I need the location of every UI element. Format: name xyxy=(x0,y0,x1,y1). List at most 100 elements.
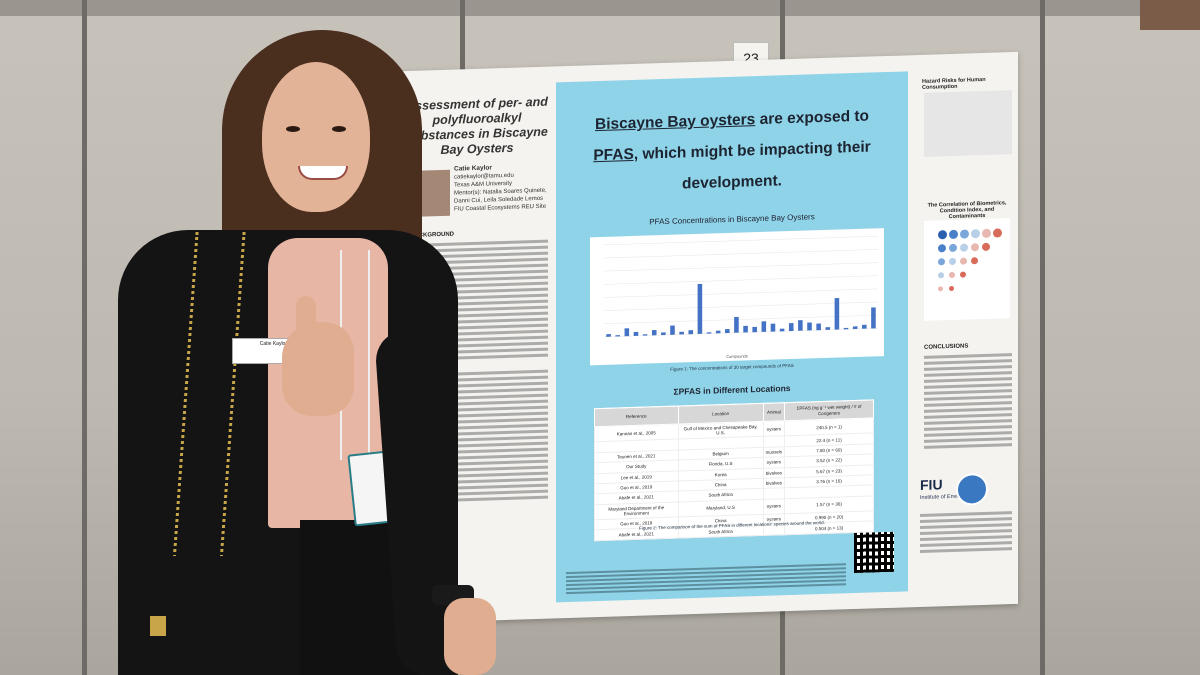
chart-bar xyxy=(679,331,684,335)
correlation-dot xyxy=(982,228,991,239)
qr-code[interactable] xyxy=(854,531,894,574)
author-site: FIU Coastal Ecosystems REU Site xyxy=(454,203,547,213)
chart-bar xyxy=(798,320,803,331)
chart-bar xyxy=(843,327,849,330)
chart-bar xyxy=(697,283,703,334)
chart-bar xyxy=(670,325,675,335)
table-header-cell: Animal xyxy=(763,402,785,422)
chart-bar xyxy=(734,316,739,333)
chart-bar xyxy=(807,322,812,331)
correlation-dot xyxy=(938,286,943,292)
headline-link-pfas: PFAS, xyxy=(593,145,639,165)
name-tag: Catie Kaylor xyxy=(232,338,290,364)
chart-bar xyxy=(834,297,840,330)
chart-bar xyxy=(706,332,712,334)
chart-gridline xyxy=(604,275,878,285)
correlation-dot xyxy=(938,244,946,253)
correlation-dot xyxy=(949,285,954,292)
chart-bar xyxy=(770,323,776,332)
correlation-dot xyxy=(949,271,955,279)
poster-headline: Biscayne Bay oysters are exposed to PFAS… xyxy=(566,100,898,203)
conclusions-heading: CONCLUSIONS xyxy=(924,343,969,351)
chart-bar xyxy=(606,334,611,337)
chart-gridline xyxy=(604,288,878,298)
acknowledgment-text xyxy=(920,508,1012,556)
headline-text: which might be impacting their xyxy=(638,138,871,163)
table-cell: oysters xyxy=(763,456,785,468)
chart-gridline xyxy=(604,262,878,272)
bag-clasp xyxy=(150,616,166,636)
correlation-plot xyxy=(924,218,1010,321)
author-block: Catie Kaylor catiekaylor@tamu.edu Texas … xyxy=(454,162,554,213)
poster-right-column: Hazard Risks for Human Consumption The C… xyxy=(914,52,1018,607)
correlation-dot xyxy=(982,242,990,252)
correlation-dot xyxy=(938,272,944,279)
person-hand xyxy=(444,598,496,675)
poster-center-panel: Biscayne Bay oysters are exposed to PFAS… xyxy=(556,71,908,603)
references-text xyxy=(566,561,846,596)
chart-gridline xyxy=(604,301,878,311)
correlation-dot xyxy=(960,229,969,239)
chart-bar xyxy=(615,335,620,337)
headline-link-oysters: Biscayne Bay oysters xyxy=(595,111,756,134)
chart-bar xyxy=(752,326,757,333)
chart-bar xyxy=(715,330,721,334)
chart-bar xyxy=(725,329,730,334)
chart-bar xyxy=(642,334,648,336)
chart-bar xyxy=(779,328,785,332)
correlation-dot xyxy=(938,230,947,240)
chart-bar xyxy=(816,323,821,331)
nsf-seal-icon xyxy=(956,472,988,506)
person-smile xyxy=(298,166,348,180)
chart-bar xyxy=(661,332,666,336)
brick-wall xyxy=(1140,0,1200,30)
black-handbag xyxy=(132,556,236,675)
chart-bar xyxy=(624,328,630,337)
chart-bar xyxy=(761,321,767,332)
correlation-dot xyxy=(949,243,957,253)
fiu-logo: FIU xyxy=(920,476,943,493)
correlation-dot xyxy=(993,228,1002,238)
chart-title: PFAS Concentrations in Biscayne Bay Oyst… xyxy=(649,212,815,227)
chart-bar xyxy=(825,327,831,330)
conclusions-text xyxy=(924,350,1012,452)
partition-divider xyxy=(1040,0,1045,675)
chart-bar xyxy=(688,330,694,335)
correlation-dot xyxy=(971,243,979,252)
person-eye xyxy=(286,126,300,132)
headline-text: development. xyxy=(682,172,782,193)
person-eye xyxy=(332,126,346,132)
research-poster: Assessment of per- and polyfluoroalkyl s… xyxy=(378,51,1018,624)
chart-gridline xyxy=(604,328,878,338)
table-cell: mussels xyxy=(763,446,785,458)
correlation-dot xyxy=(949,229,958,240)
correlation-dot xyxy=(949,257,956,266)
table-cell: oysters xyxy=(763,498,785,515)
chart-bar xyxy=(651,329,657,336)
pfas-bar-chart: Compounds xyxy=(590,228,884,366)
hazard-title: Hazard Risks for Human Consumption xyxy=(922,76,986,91)
partition-top-rail xyxy=(0,0,1200,16)
table-cell xyxy=(763,436,785,448)
correlation-dot xyxy=(960,257,967,265)
hazard-table xyxy=(924,90,1012,157)
partition-divider xyxy=(82,0,87,675)
thumbs-up-hand xyxy=(282,322,354,416)
chart-bar xyxy=(743,325,748,333)
correlation-dot xyxy=(960,243,968,252)
chart-gridline xyxy=(604,236,878,246)
correlation-dot xyxy=(971,229,980,239)
chart-bar xyxy=(633,331,639,336)
poster-title: Assessment of per- and polyfluoroalkyl s… xyxy=(406,94,548,158)
chart-gridline xyxy=(604,314,878,325)
chart-bar xyxy=(788,323,794,332)
chart-x-axis-label: Compounds xyxy=(726,353,748,359)
table-cell: bivalves xyxy=(763,477,785,489)
chart-bar xyxy=(852,326,858,330)
table-title: ΣPFAS in Different Locations xyxy=(673,383,791,397)
chart-bar xyxy=(871,307,876,329)
correlation-dot xyxy=(971,257,978,265)
chart-gridline xyxy=(604,249,878,259)
person-face xyxy=(262,62,370,212)
